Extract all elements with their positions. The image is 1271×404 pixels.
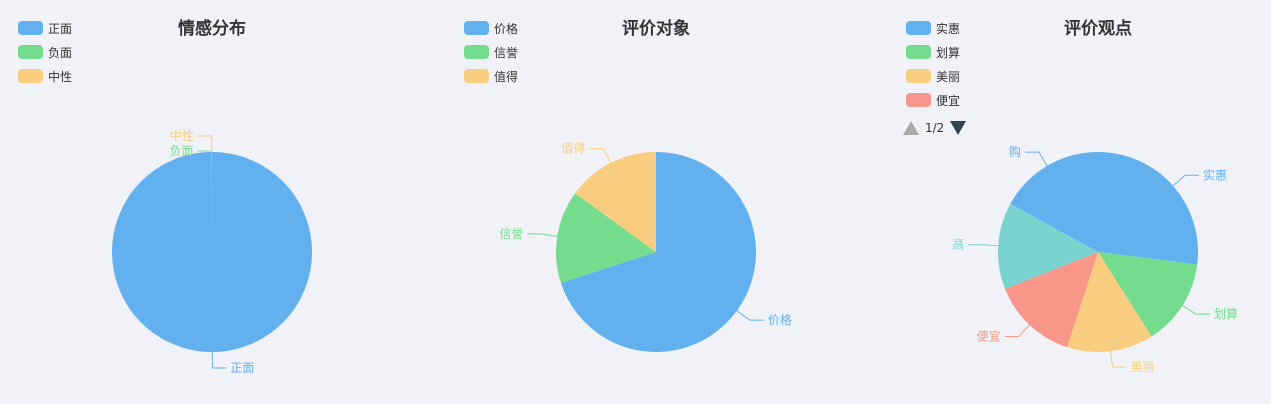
legend-item[interactable]: 实惠 [906,16,960,40]
opinion-slice-1[interactable] [1098,252,1198,337]
sentiment-label-line [197,135,213,153]
legend-swatch [906,93,931,107]
opinion-legend: 实惠 划算 美丽 便宜 [906,16,960,112]
legend-label: 负面 [48,45,73,60]
opinion-slice-label: 购 [1009,144,1021,159]
legend-item[interactable]: 划算 [906,40,960,64]
legend-item[interactable]: 负面 [18,40,72,64]
legend-item[interactable]: 价格 [464,16,518,40]
legend-label: 美丽 [936,69,961,84]
legend-swatch [18,45,43,59]
opinion-chart-title: 评价观点 [1064,19,1132,39]
legend-swatch [906,69,931,83]
opinion-chart-panel: 实惠 划算 美丽 便宜高购 实惠 划算 美丽 便宜 评价观点 1/2 [848,0,1271,404]
sentiment-chart-title: 情感分布 [178,19,246,39]
opinion-slice-0[interactable] [1098,152,1198,265]
opinion-slice-label: 实惠 [1203,167,1227,182]
legend-swatch [906,21,931,35]
legend-label: 信誉 [494,45,519,60]
opinion-slice-label: 便宜 [977,329,1001,344]
legend-label: 值得 [494,69,519,84]
target-slice-label: 值得 [561,141,585,156]
target-chart-panel: 价格 信誉 值得 价格 信誉 值得 评价对象 [424,0,847,404]
sentiment-slice-label: 负面 [169,144,193,158]
legend-label: 划算 [936,45,961,60]
legend-item[interactable]: 美丽 [906,64,960,88]
legend-swatch [906,45,931,59]
target-label-line [589,148,612,164]
target-legend: 价格 信誉 值得 [464,16,518,88]
target-chart-title: 评价对象 [622,19,690,39]
sentiment-label-line [197,150,213,153]
opinion-label-line [1172,174,1200,187]
sentiment-slice-label: 正面 [230,361,254,375]
target-slice-2[interactable] [575,152,656,252]
opinion-label-line [968,244,999,247]
legend-next-page-icon[interactable] [950,121,967,135]
legend-label: 实惠 [936,21,961,36]
opinion-slice-3[interactable] [1005,252,1098,348]
legend-pager: 1/2 [903,121,967,135]
opinion-slice-4[interactable] [998,203,1098,289]
legend-swatch [18,21,43,35]
target-slice-label: 价格 [768,312,792,327]
legend-label: 便宜 [936,93,961,108]
legend-item[interactable]: 正面 [18,16,72,40]
opinion-label-line [1024,151,1048,167]
opinion-slice-label: 美丽 [1131,360,1155,374]
opinion-slice-label: 划算 [1214,306,1238,321]
legend-swatch [18,69,43,83]
opinion-label-line [1110,351,1127,368]
legend-prev-page-icon[interactable] [903,121,919,135]
legend-swatch [464,21,489,35]
legend-label: 中性 [48,69,73,84]
legend-item[interactable]: 便宜 [906,88,960,112]
legend-page-indicator: 1/2 [925,121,945,135]
legend-label: 正面 [48,21,73,36]
legend-item[interactable]: 中性 [18,64,72,88]
sentiment-legend: 正面 负面 中性 [18,16,72,88]
legend-label: 价格 [494,21,519,36]
target-label-line [527,233,558,237]
opinion-slice-2[interactable] [1067,252,1152,353]
sentiment-slice-1[interactable] [211,152,212,252]
opinion-slice-5[interactable] [1010,152,1098,252]
target-slice-label: 信誉 [499,227,523,241]
target-label-line [736,310,764,321]
sentiment-label-line [211,351,227,369]
opinion-label-line [1182,305,1210,315]
target-slice-1[interactable] [556,193,656,283]
target-pie-svg: 价格 信誉 值得 [499,141,792,352]
legend-swatch [464,69,489,83]
legend-item[interactable]: 值得 [464,64,518,88]
sentiment-chart-panel: 正面 负面 中性 正面 负面 中性 情感分布 [0,0,423,404]
opinion-slice-label: 高 [952,237,964,252]
sentiment-slice-label: 中性 [170,128,194,143]
legend-swatch [464,45,489,59]
legend-item[interactable]: 信誉 [464,40,518,64]
target-slice-0[interactable] [560,152,756,352]
opinion-label-line [1004,324,1030,338]
